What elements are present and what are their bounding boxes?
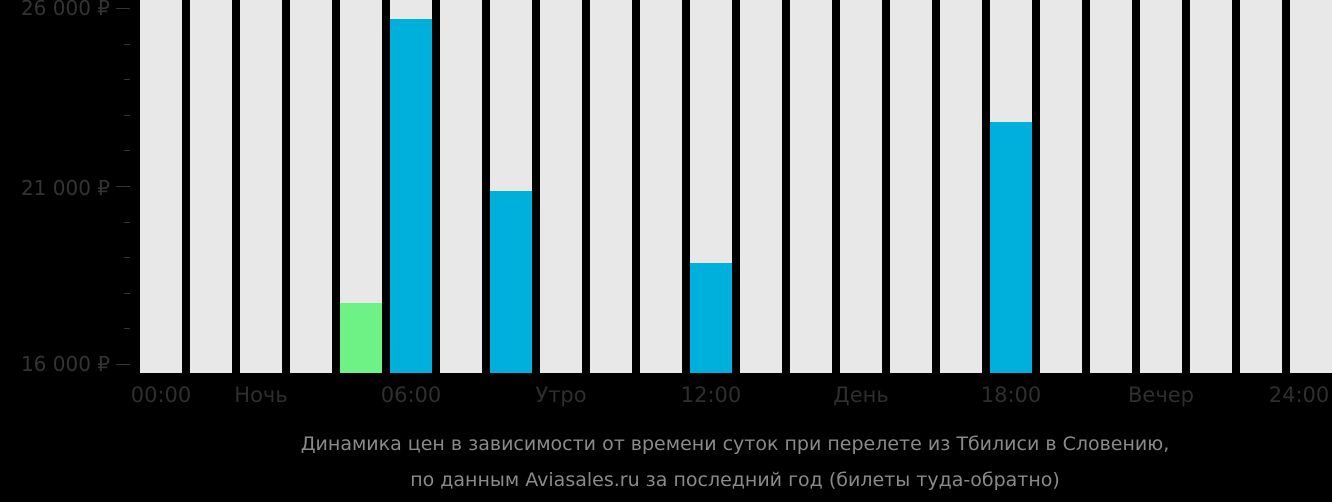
hour-column-16 [940,0,982,373]
hour-column-21 [1190,0,1232,373]
price-bar[interactable] [690,262,732,373]
hour-column-04 [340,0,382,373]
hour-column-10 [640,0,682,373]
hour-column-23 [1290,0,1332,373]
y-label-21000: 21 000 ₽ [20,176,110,200]
price-bar[interactable] [390,18,432,373]
x-label: 06:00 [380,383,442,407]
minor-tick [124,79,130,80]
x-label: 00:00 [130,383,192,407]
hour-column-08 [540,0,582,373]
x-label: Утро [535,383,587,407]
x-label: Ночь [234,383,288,407]
hour-column-01 [190,0,232,373]
hour-column-20 [1140,0,1182,373]
minor-tick [124,257,130,258]
chart-caption-line2: по данным Aviasales.ru за последний год … [410,469,1060,491]
major-tick [116,8,130,9]
price-bar[interactable] [490,191,532,373]
hour-column-02 [240,0,282,373]
hour-column-00 [140,0,182,373]
hour-column-18 [1040,0,1082,373]
minor-tick [124,222,130,223]
minor-tick [124,293,130,294]
price-bar[interactable] [990,121,1032,373]
y-label-26000: 26 000 ₽ [20,0,110,20]
hour-column-05 [390,0,432,373]
hour-column-22 [1240,0,1282,373]
y-label-16000: 16 000 ₽ [20,352,110,376]
minor-tick [124,115,130,116]
x-label: 18:00 [980,383,1042,407]
major-tick [116,186,130,187]
hour-column-07 [490,0,532,373]
hour-column-12 [740,0,782,373]
hour-column-03 [290,0,332,373]
chart-caption-line1: Динамика цен в зависимости от времени су… [300,433,1170,455]
hour-column-09 [590,0,632,373]
hour-column-13 [790,0,832,373]
x-label: 12:00 [680,383,742,407]
hour-column-17 [990,0,1032,373]
major-tick [116,364,130,365]
hour-column-14 [840,0,882,373]
hour-column-19 [1090,0,1132,373]
minor-tick [124,328,130,329]
hour-column-06 [440,0,482,373]
cheapest-price-bar[interactable] [340,303,382,373]
x-label: День [833,383,889,407]
minor-tick [124,44,130,45]
hour-column-11 [690,0,732,373]
hour-column-15 [890,0,932,373]
minor-tick [124,150,130,151]
x-label: 24:00 [1268,383,1330,407]
x-label: Вечер [1128,383,1194,407]
